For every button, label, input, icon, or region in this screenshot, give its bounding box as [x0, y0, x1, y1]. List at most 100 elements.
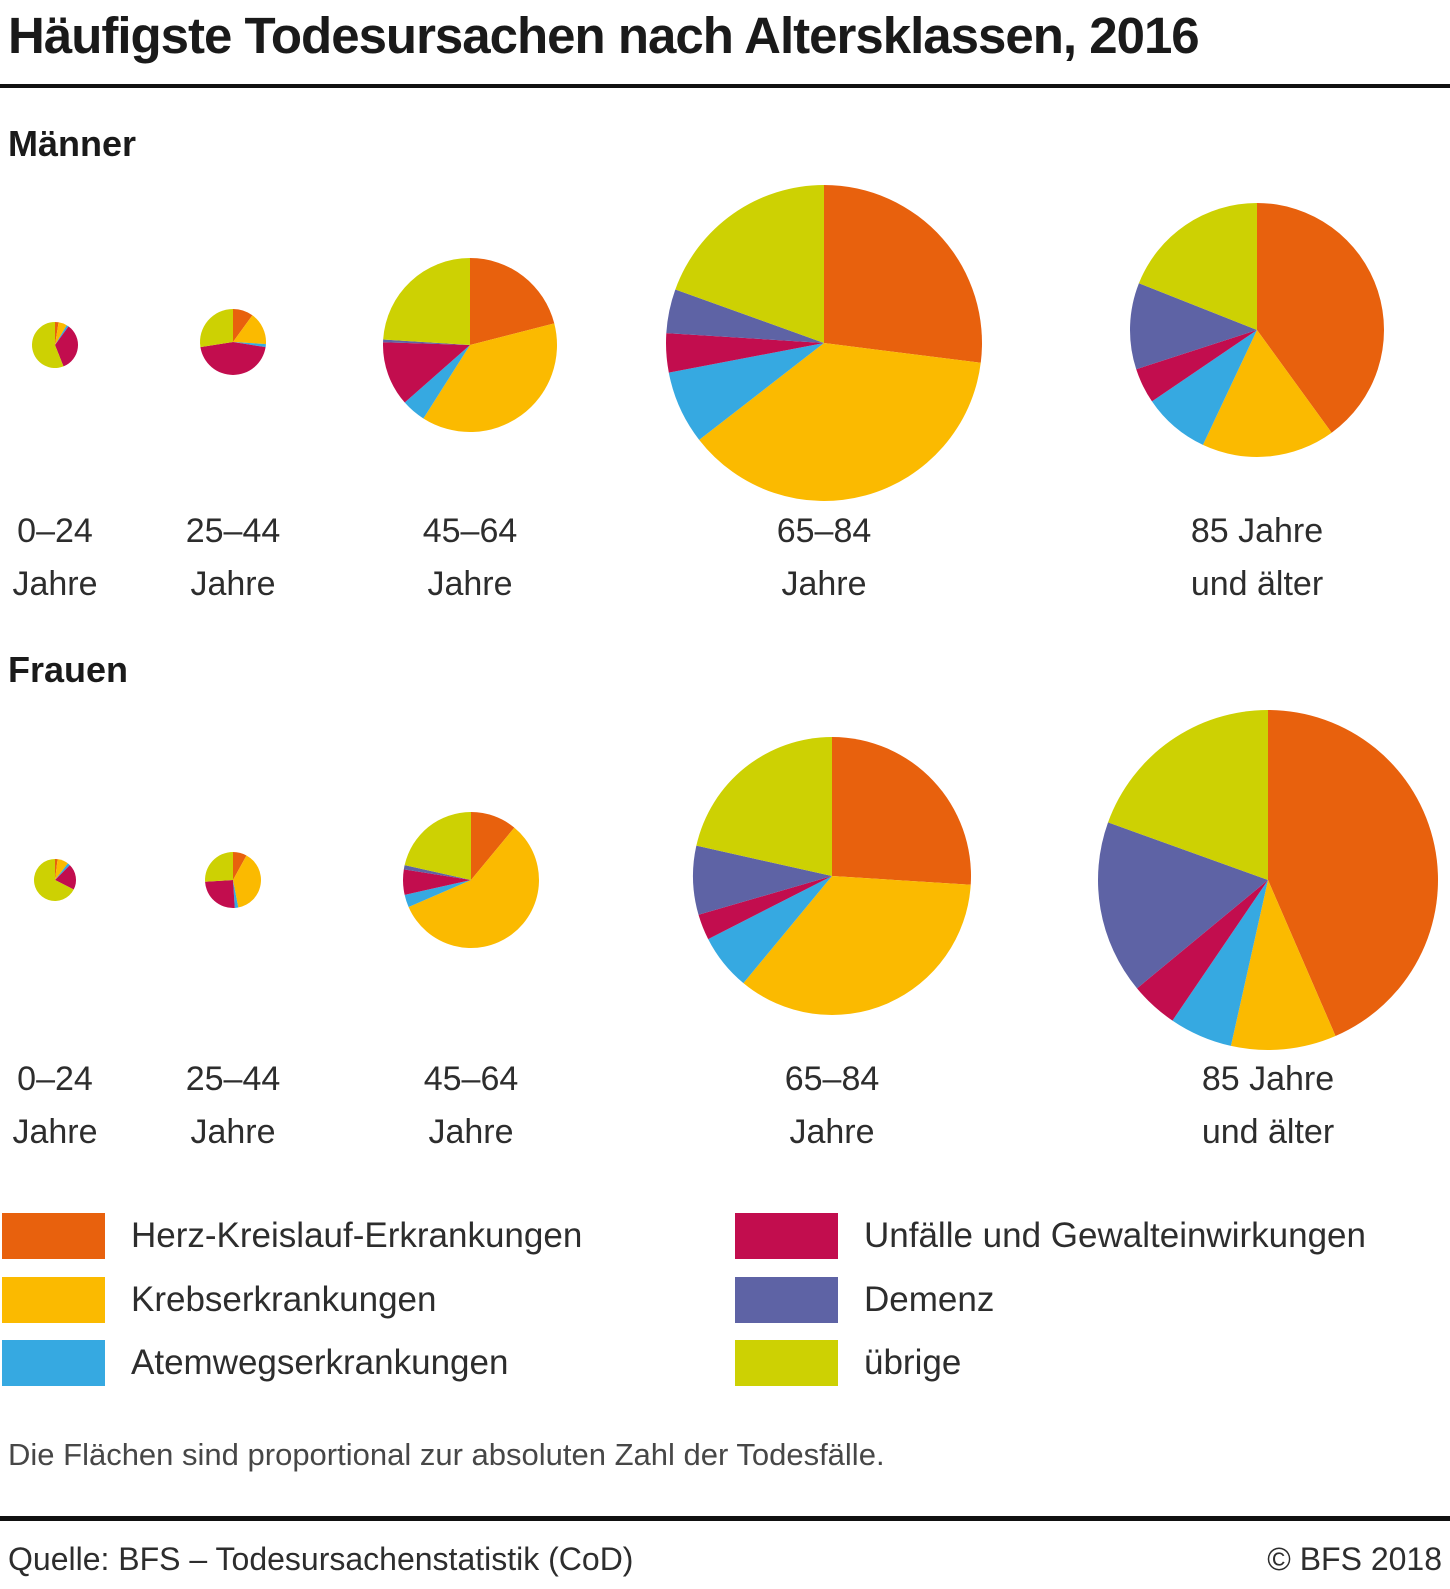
pie-women-45-64-Jahre	[403, 812, 539, 949]
pie-slice-unfaelle-gewalt	[55, 326, 78, 367]
pie-slice-atemwege	[55, 863, 70, 880]
section-label-women: Frauen	[8, 649, 129, 690]
legend-label-atemwege: Atemwegserkrankungen	[131, 1343, 509, 1382]
age-label-men: 65–84 Jahre	[777, 505, 872, 611]
age-label-men: 0–24 Jahre	[12, 505, 97, 611]
pie-men-65-84-Jahre	[665, 185, 982, 501]
pie-slice-atemwege	[233, 342, 266, 348]
legend-item-demenz: Demenz	[735, 1276, 995, 1323]
legend-label-herz-kreislauf: Herz-Kreislauf-Erkrankungen	[131, 1216, 583, 1255]
legend-swatch-demenz	[735, 1276, 838, 1323]
legend-swatch-unfaelle-gewalt	[735, 1213, 838, 1259]
legend-swatch-uebrige	[735, 1340, 838, 1386]
title-divider	[0, 84, 1450, 88]
pie-women-85-Jahre-und-lter	[1097, 709, 1439, 1051]
pie-slice-unfaelle-gewalt	[403, 869, 471, 895]
legend-item-atemwege: Atemwegserkrankungen	[2, 1340, 508, 1386]
age-label-line: Jahre	[12, 565, 98, 603]
legend-swatch-atemwege	[2, 1340, 105, 1386]
age-label-line: 0–24	[17, 1060, 93, 1098]
age-label-line: und älter	[1190, 565, 1324, 603]
pie-slice-krebs	[743, 876, 971, 1016]
pie-slice-uebrige	[1108, 710, 1268, 880]
pie-slice-atemwege	[404, 880, 471, 908]
pie-slice-herz-kreislauf	[471, 812, 515, 880]
pie-slice-uebrige	[33, 859, 74, 902]
pie-slice-herz-kreislauf	[470, 258, 555, 345]
pie-slice-uebrige	[31, 322, 64, 369]
legend-item-uebrige: übrige	[735, 1340, 961, 1386]
footnote: Die Flächen sind proportional zur absolu…	[8, 1437, 885, 1472]
pie-slice-atemwege	[1151, 330, 1257, 445]
age-label-line: 65–84	[776, 512, 872, 550]
legend-item-herz-kreislauf: Herz-Kreislauf-Erkrankungen	[2, 1213, 582, 1259]
pie-slice-unfaelle-gewalt	[1136, 330, 1257, 402]
pie-men-85-Jahre-und-lter	[1130, 203, 1385, 457]
pie-slice-atemwege	[668, 343, 824, 440]
age-label-women: 85 Jahre und älter	[1202, 1053, 1334, 1159]
pie-men-25-44-Jahre	[200, 309, 266, 375]
source-text: Quelle: BFS – Todesursachenstatistik (Co…	[8, 1541, 634, 1577]
age-label-men: 45–64 Jahre	[423, 505, 518, 611]
age-label-line: Jahre	[789, 1113, 875, 1151]
legend-label-uebrige: übrige	[864, 1343, 962, 1382]
copyright-text: © BFS 2018	[1267, 1541, 1442, 1577]
pie-slice-krebs	[1202, 330, 1332, 457]
pie-women-0-24-Jahre	[33, 859, 76, 902]
legend-item-krebs: Krebserkrankungen	[2, 1276, 436, 1323]
pie-slice-unfaelle-gewalt	[1137, 880, 1268, 1021]
section-label-men: Männer	[8, 123, 137, 164]
pie-men-0-24-Jahre	[31, 321, 78, 369]
pie-slice-unfaelle-gewalt	[665, 333, 824, 373]
pie-slice-krebs	[408, 827, 539, 949]
age-label-line: 25–44	[185, 512, 281, 550]
age-label-line: Jahre	[427, 565, 513, 603]
pie-slice-krebs	[55, 322, 67, 345]
pie-slice-krebs	[423, 323, 558, 433]
pie-slice-demenz	[1097, 822, 1268, 989]
pie-slice-demenz	[383, 339, 470, 345]
pie-slice-herz-kreislauf	[233, 852, 247, 880]
pie-slice-uebrige	[1138, 203, 1257, 330]
pie-slice-unfaelle-gewalt	[205, 880, 235, 908]
age-label-line: Jahre	[12, 1113, 98, 1151]
pie-slice-uebrige	[200, 309, 233, 348]
legend-swatch-krebs	[2, 1276, 105, 1323]
legend-label-demenz: Demenz	[864, 1279, 995, 1319]
pie-slice-demenz	[693, 845, 832, 915]
age-label-women: 45–64 Jahre	[424, 1053, 519, 1159]
age-label-line: Jahre	[428, 1113, 514, 1151]
pie-slice-uebrige	[696, 737, 832, 876]
page-title: Häufigste Todesursachen nach Altersklass…	[8, 7, 1200, 64]
age-label-women: 25–44 Jahre	[186, 1053, 281, 1159]
pie-slice-herz-kreislauf	[824, 185, 982, 363]
pie-slice-uebrige	[205, 852, 233, 882]
pie-slice-krebs	[1230, 880, 1336, 1051]
pie-slice-krebs	[233, 855, 262, 908]
pie-slice-krebs	[233, 315, 266, 345]
pie-slice-demenz	[1130, 283, 1257, 370]
pie-slice-atemwege	[55, 325, 69, 345]
pie-slice-herz-kreislauf	[1257, 203, 1385, 433]
legend-swatch-herz-kreislauf	[2, 1213, 105, 1259]
pie-women-25-44-Jahre	[205, 852, 262, 908]
age-label-women: 65–84 Jahre	[785, 1053, 880, 1159]
pie-slice-herz-kreislauf	[233, 309, 253, 342]
age-label-women: 0–24 Jahre	[12, 1053, 97, 1159]
age-label-line: Jahre	[190, 1113, 276, 1151]
pie-slice-unfaelle-gewalt	[55, 865, 76, 890]
pie-slice-uebrige	[675, 185, 824, 343]
age-label-line: 45–64	[422, 512, 518, 550]
legend-label-unfaelle-gewalt: Unfälle und Gewalteinwirkungen	[864, 1216, 1366, 1255]
pie-slice-unfaelle-gewalt	[200, 342, 266, 375]
age-label-line: 25–44	[185, 1060, 281, 1098]
age-label-men: 25–44 Jahre	[186, 505, 281, 611]
pie-slice-demenz	[403, 865, 471, 880]
pie-slice-herz-kreislauf	[1268, 709, 1439, 1037]
pie-slice-atemwege	[708, 876, 832, 984]
pie-slice-krebs	[55, 859, 68, 880]
pie-slice-uebrige	[404, 812, 471, 880]
age-label-line: Jahre	[190, 565, 276, 603]
age-label-line: und älter	[1201, 1113, 1335, 1151]
pie-slice-atemwege	[233, 880, 239, 908]
